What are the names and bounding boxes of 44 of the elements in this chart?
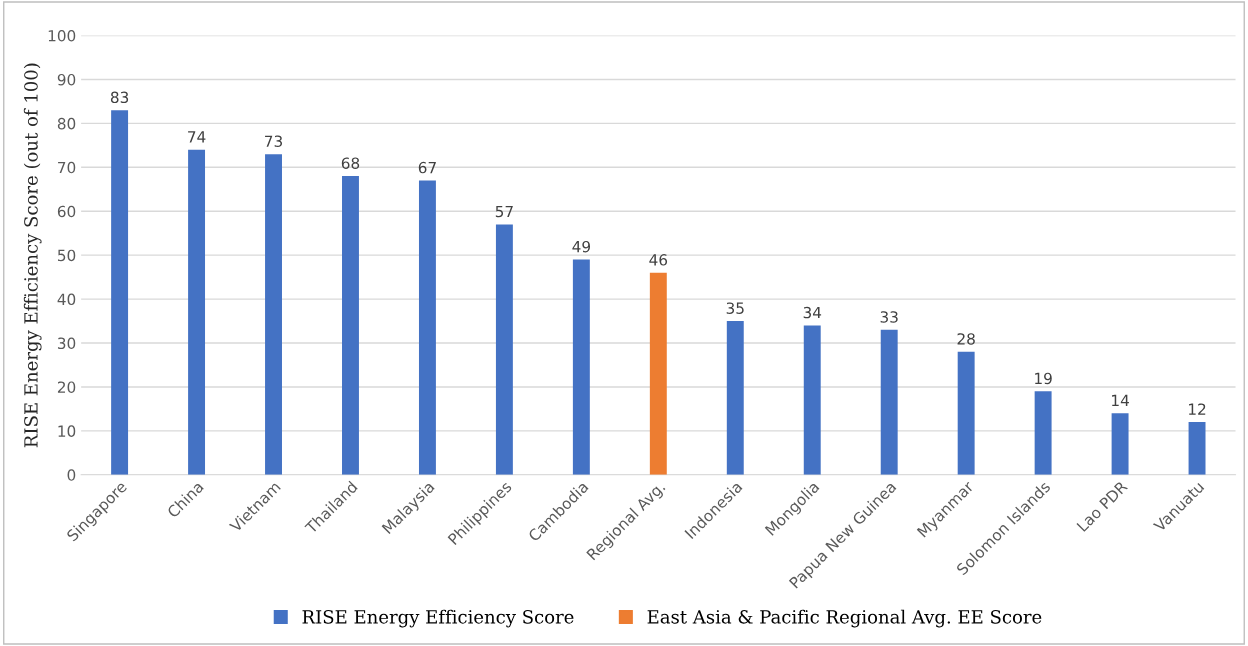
bar <box>188 149 206 475</box>
data-label: 46 <box>649 254 668 266</box>
y-tick-label: 20 <box>57 381 76 393</box>
y-tick-label: 100 <box>48 30 76 42</box>
legend-label: RISE Energy Efficiency Score <box>302 609 574 628</box>
bar <box>572 259 590 475</box>
bar <box>342 176 359 475</box>
bar <box>1188 422 1206 475</box>
bar <box>726 321 744 475</box>
bar <box>265 154 282 475</box>
bar <box>418 180 436 475</box>
y-tick-label: 60 <box>57 205 76 218</box>
data-label: 19 <box>1035 372 1052 385</box>
bar <box>1034 391 1052 475</box>
y-axis-title: RISE Energy Efficiency Score (out of 100) <box>23 63 42 448</box>
data-label: 67 <box>418 161 436 174</box>
data-label: 68 <box>341 157 360 169</box>
data-label: 83 <box>110 91 129 104</box>
bar <box>649 272 667 475</box>
y-tick-label: 90 <box>57 73 76 86</box>
data-label: 57 <box>495 205 513 218</box>
bar <box>957 351 975 475</box>
y-tick-label: 70 <box>58 161 76 174</box>
data-label: 28 <box>957 333 975 345</box>
y-tick-label: 40 <box>57 293 76 306</box>
data-label: 35 <box>726 302 744 314</box>
y-tick-label: 10 <box>58 425 76 437</box>
data-label: 34 <box>803 306 822 319</box>
bar <box>495 224 513 475</box>
bar <box>111 110 129 475</box>
data-label: 73 <box>265 135 283 148</box>
y-tick-label: 0 <box>67 469 76 481</box>
data-label: 14 <box>1112 394 1129 406</box>
bar <box>803 325 821 475</box>
data-label: 12 <box>1189 403 1206 415</box>
legend-label: East Asia & Pacific Regional Avg. EE Score <box>647 609 1042 628</box>
bar <box>880 329 898 475</box>
data-label: 74 <box>188 131 206 143</box>
data-label: 49 <box>572 240 591 253</box>
data-label: 33 <box>880 311 898 323</box>
bar <box>1111 413 1129 475</box>
y-tick-label: 80 <box>57 117 76 130</box>
y-tick-label: 30 <box>57 337 76 350</box>
y-tick-label: 50 <box>58 249 76 262</box>
